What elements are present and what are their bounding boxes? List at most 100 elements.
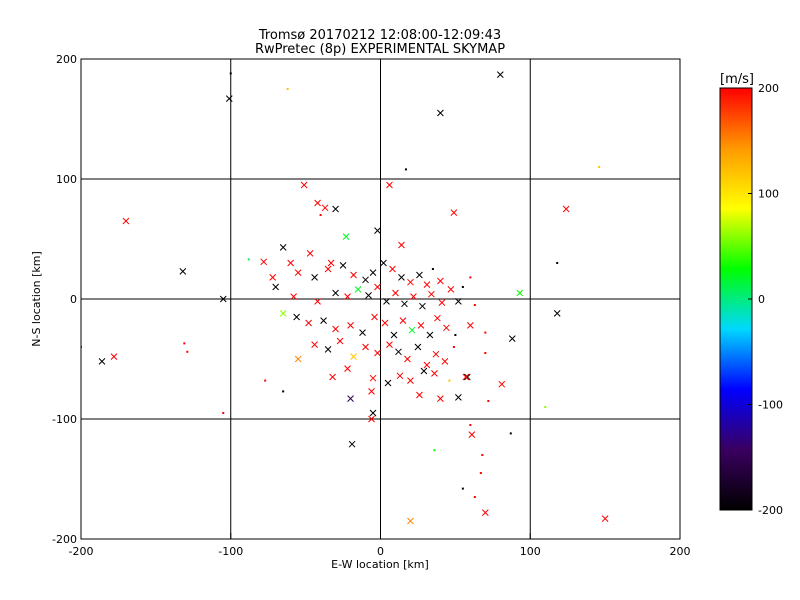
- point-cross: [383, 298, 390, 305]
- point-cross: [407, 377, 414, 384]
- point-dot: [509, 432, 512, 435]
- point-cross: [466, 322, 474, 329]
- point-cross: [438, 299, 446, 306]
- point-dot: [286, 88, 289, 90]
- point-dot: [222, 412, 225, 414]
- colorbar-tick-label: 200: [758, 82, 779, 95]
- point-cross: [374, 227, 381, 234]
- point-dot: [186, 350, 189, 353]
- point-dot: [484, 352, 487, 354]
- point-cross: [368, 415, 375, 423]
- point-cross: [327, 259, 335, 267]
- point-cross: [381, 319, 389, 327]
- point-cross: [225, 95, 233, 102]
- point-dot: [487, 400, 490, 402]
- point-cross: [423, 361, 431, 369]
- point-cross: [380, 259, 387, 267]
- point-cross: [417, 322, 425, 329]
- x-tick-label: -200: [69, 545, 94, 558]
- point-cross: [389, 265, 396, 273]
- point-cross: [272, 283, 280, 291]
- point-cross: [428, 290, 435, 298]
- point-cross: [410, 293, 417, 300]
- point-cross: [431, 370, 438, 377]
- point-cross: [408, 326, 416, 334]
- point-cross: [290, 293, 297, 300]
- point-cross: [426, 331, 434, 339]
- point-cross: [362, 276, 369, 284]
- point-dot: [431, 268, 434, 270]
- grid-lines: [81, 59, 680, 539]
- point-cross: [347, 322, 354, 329]
- y-tick-label: -100: [52, 413, 77, 426]
- point-cross: [294, 355, 302, 363]
- point-cross: [311, 341, 318, 348]
- point-cross: [407, 278, 414, 286]
- point-dot: [473, 496, 476, 498]
- point-cross: [498, 380, 506, 388]
- data-points: [81, 71, 609, 525]
- point-cross: [324, 346, 332, 353]
- point-cross: [462, 373, 470, 381]
- point-cross: [419, 302, 426, 310]
- point-cross: [562, 205, 570, 213]
- y-tick-label: 0: [70, 293, 77, 306]
- point-cross: [390, 331, 398, 339]
- point-cross: [516, 289, 524, 297]
- point-dot: [544, 406, 547, 408]
- x-tick-label: 100: [520, 545, 541, 558]
- point-dot: [264, 379, 267, 382]
- point-cross: [336, 337, 344, 345]
- point-cross: [420, 367, 428, 375]
- point-cross: [455, 298, 462, 305]
- point-cross: [395, 348, 402, 356]
- point-dot: [556, 262, 559, 264]
- y-tick-label: -200: [52, 533, 77, 546]
- point-dot: [448, 379, 451, 382]
- point-cross: [369, 374, 377, 382]
- point-dot: [473, 304, 476, 306]
- point-cross: [369, 269, 377, 276]
- point-cross: [553, 310, 561, 317]
- point-cross: [416, 271, 423, 279]
- point-cross: [398, 274, 405, 281]
- point-cross: [434, 314, 441, 322]
- point-cross: [441, 358, 449, 365]
- colorbar-ticks: 200 100 0 -100 -200: [748, 82, 783, 517]
- point-cross: [332, 325, 339, 333]
- point-cross: [481, 509, 489, 516]
- point-dot: [319, 214, 322, 216]
- point-cross: [369, 409, 377, 417]
- point-cross: [311, 274, 318, 281]
- point-cross: [279, 310, 287, 317]
- x-axis-ticks: -200 -100 0 100 200: [69, 533, 691, 558]
- x-axis-label: E-W location [km]: [331, 558, 429, 571]
- point-cross: [332, 289, 339, 297]
- point-cross: [219, 295, 227, 303]
- point-cross: [359, 329, 366, 336]
- point-cross: [368, 388, 375, 395]
- point-cross: [392, 289, 399, 297]
- point-cross: [354, 286, 362, 293]
- point-cross: [362, 343, 369, 351]
- point-cross: [350, 271, 357, 279]
- point-cross: [122, 217, 130, 225]
- point-cross: [306, 250, 314, 257]
- point-dot: [469, 276, 472, 279]
- point-dot: [461, 286, 464, 288]
- point-cross: [320, 317, 327, 324]
- point-dot: [183, 342, 186, 345]
- point-dot: [461, 487, 464, 490]
- point-cross: [344, 365, 351, 372]
- point-dot: [404, 168, 407, 171]
- point-cross: [324, 265, 332, 273]
- point-cross: [496, 71, 504, 78]
- point-cross: [396, 372, 404, 380]
- point-cross: [98, 358, 106, 365]
- point-cross: [314, 199, 321, 207]
- point-dot: [484, 331, 487, 334]
- point-cross: [407, 517, 414, 525]
- point-cross: [371, 313, 378, 321]
- point-cross: [386, 341, 393, 348]
- point-cross: [437, 395, 444, 402]
